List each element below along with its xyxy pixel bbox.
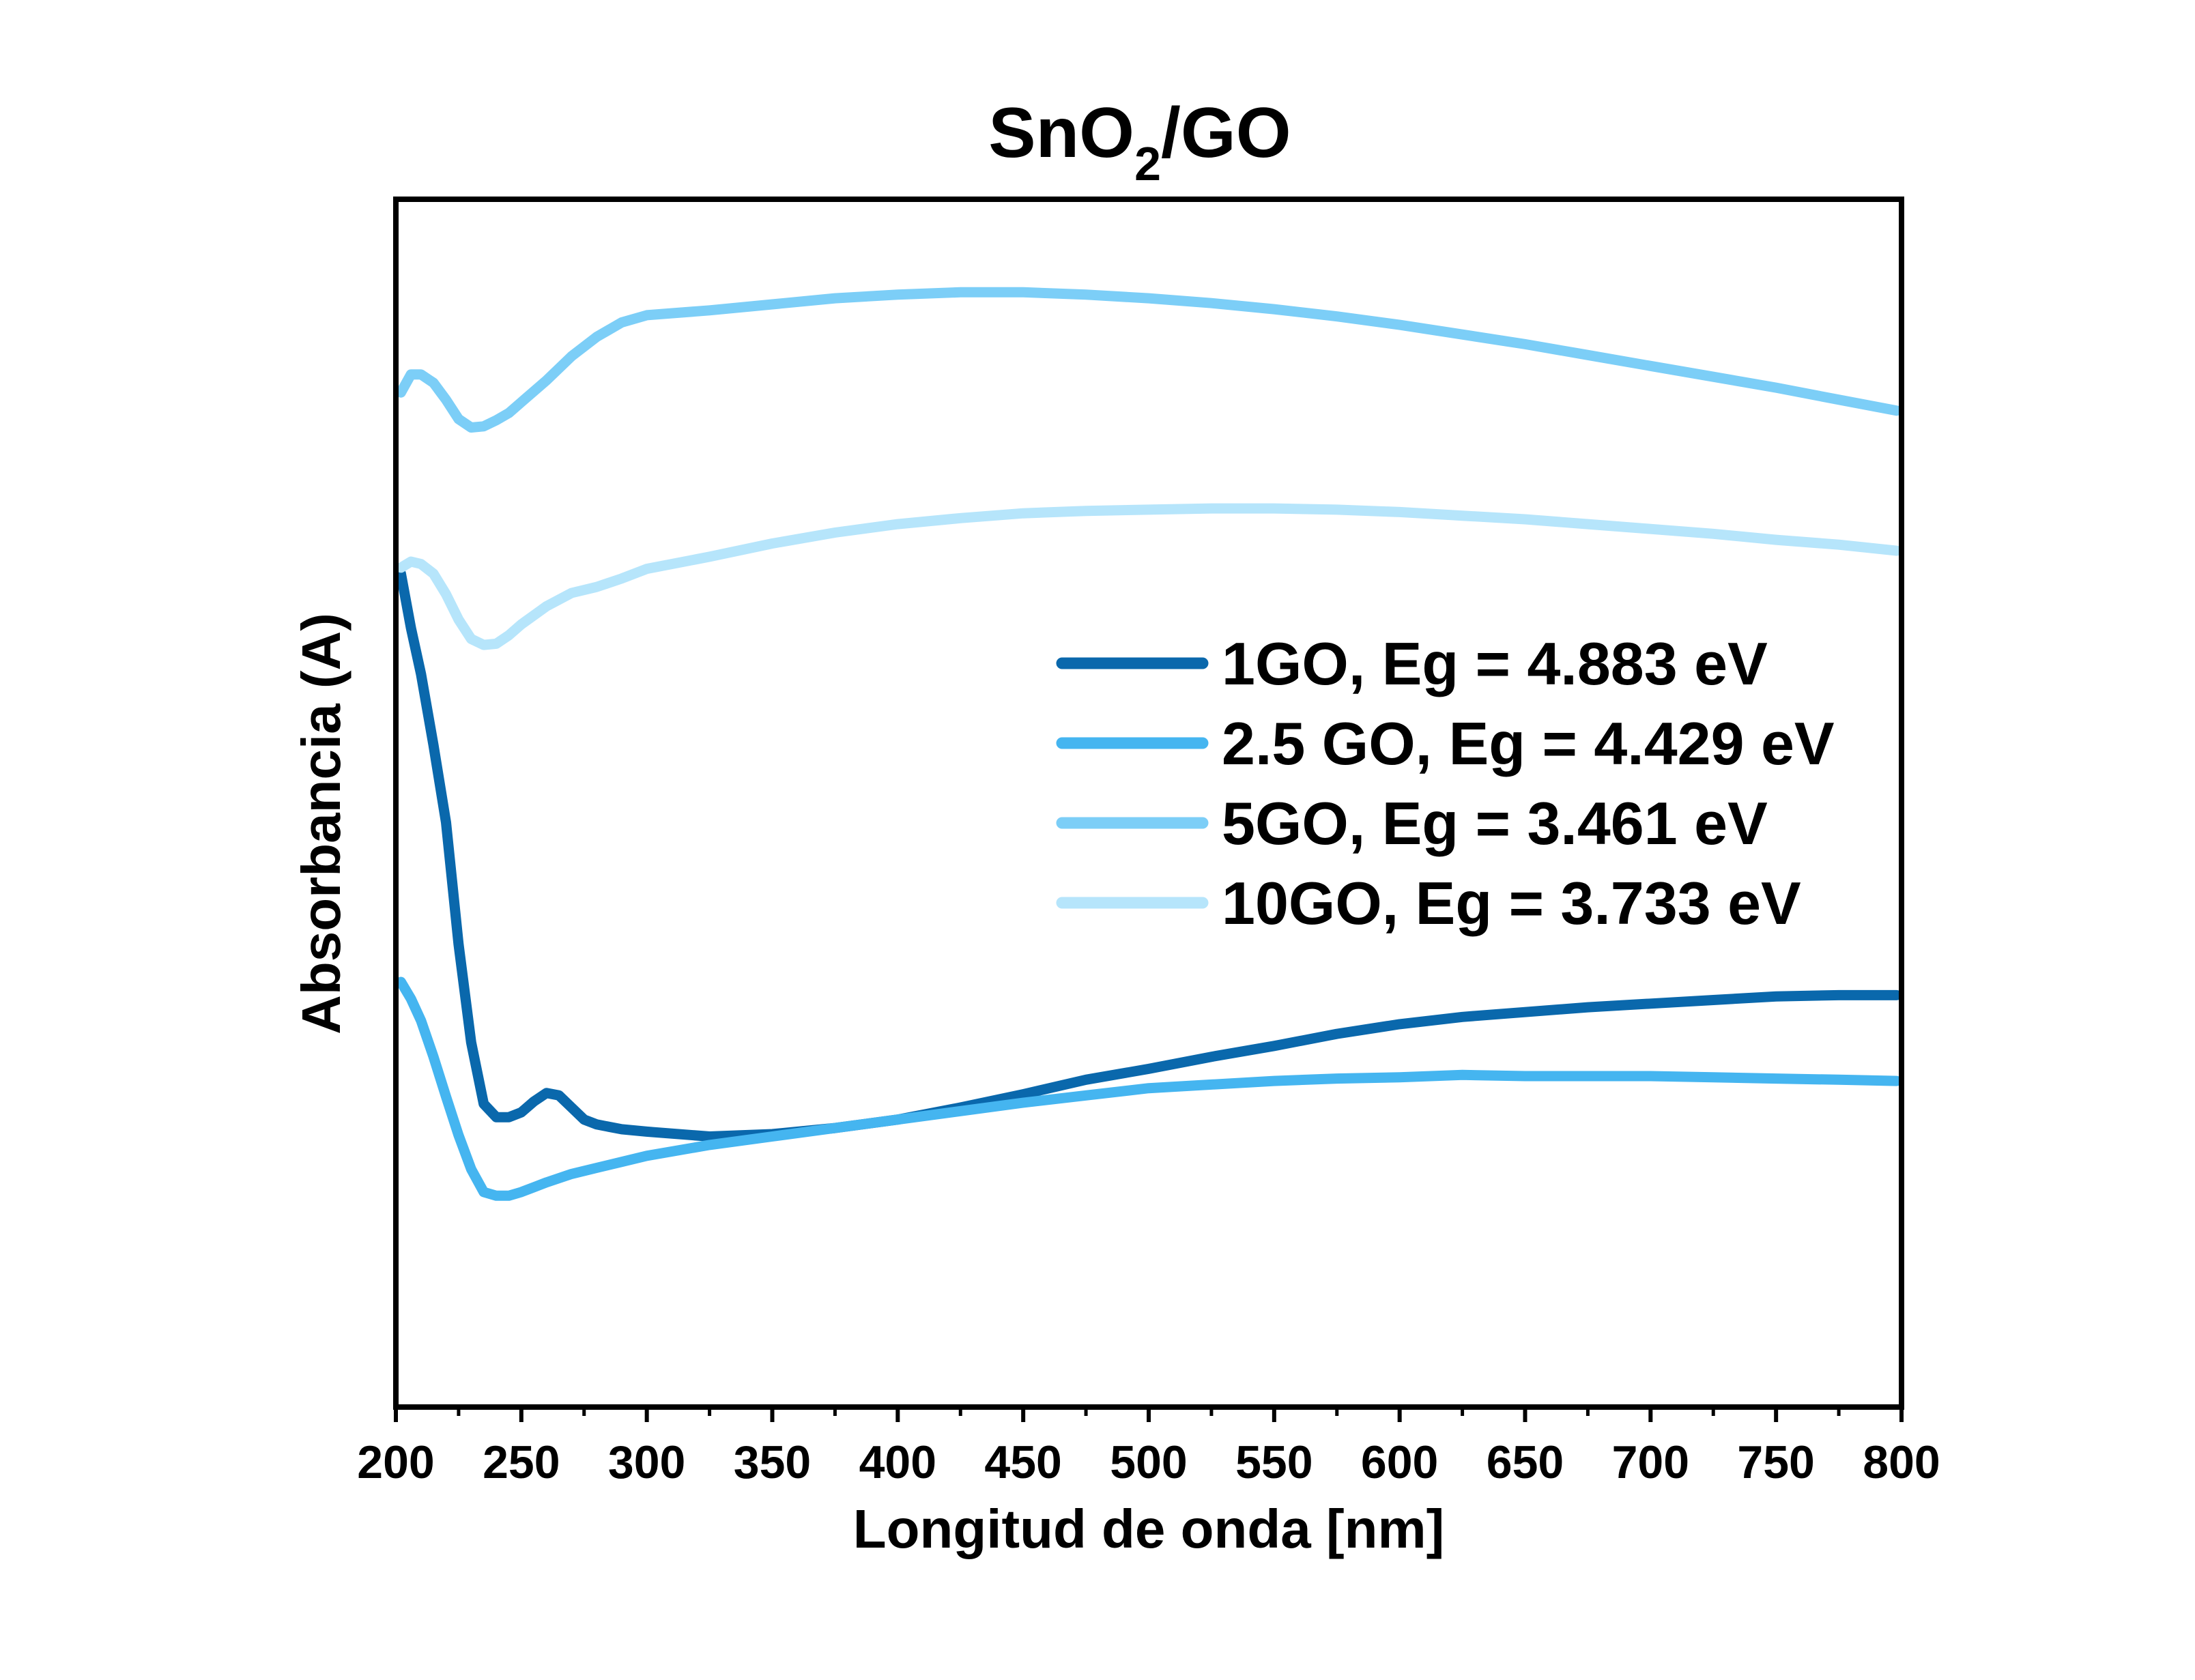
x-axis-label: Longitud de onda [nm]	[853, 1498, 1444, 1559]
legend-label-4: 10GO, Eg = 3.733 eV	[1222, 869, 1801, 937]
x-tick-label: 300	[608, 1436, 685, 1488]
series-line-4	[395, 503, 1902, 650]
x-tick-label: 400	[859, 1436, 936, 1488]
x-tick-label: 200	[357, 1436, 434, 1488]
x-tick-label: 250	[483, 1436, 560, 1488]
series-line-3	[395, 287, 1902, 433]
x-tick-label: 450	[984, 1436, 1061, 1488]
x-tick-label: 550	[1235, 1436, 1312, 1488]
x-tick-label: 500	[1110, 1436, 1187, 1488]
x-tick-label: 800	[1863, 1436, 1940, 1488]
x-tick-label: 750	[1737, 1436, 1814, 1488]
legend-label-3: 5GO, Eg = 3.461 eV	[1222, 790, 1768, 857]
legend-label-1: 1GO, Eg = 4.883 eV	[1222, 630, 1768, 697]
chart-title: SnO2/GO	[988, 93, 1291, 190]
legend-label-2: 2.5 GO, Eg = 4.429 eV	[1222, 710, 1835, 777]
series-line-2	[395, 976, 1902, 1201]
legend: 1GO, Eg = 4.883 eV 2.5 GO, Eg = 4.429 eV 5…	[1056, 630, 1835, 937]
x-tick-label: 650	[1487, 1436, 1564, 1488]
x-tick-label: 700	[1612, 1436, 1689, 1488]
x-tick-label: 600	[1361, 1436, 1438, 1488]
series-layer	[395, 287, 1902, 1201]
series-line-1	[395, 568, 1902, 1142]
y-axis-label: Absorbancia (A)	[291, 613, 352, 1034]
x-tick-label: 350	[734, 1436, 811, 1488]
x-axis-ticks: 200 250 300 350 400 450 500 550 600 650 700 750 800	[357, 1407, 1940, 1488]
